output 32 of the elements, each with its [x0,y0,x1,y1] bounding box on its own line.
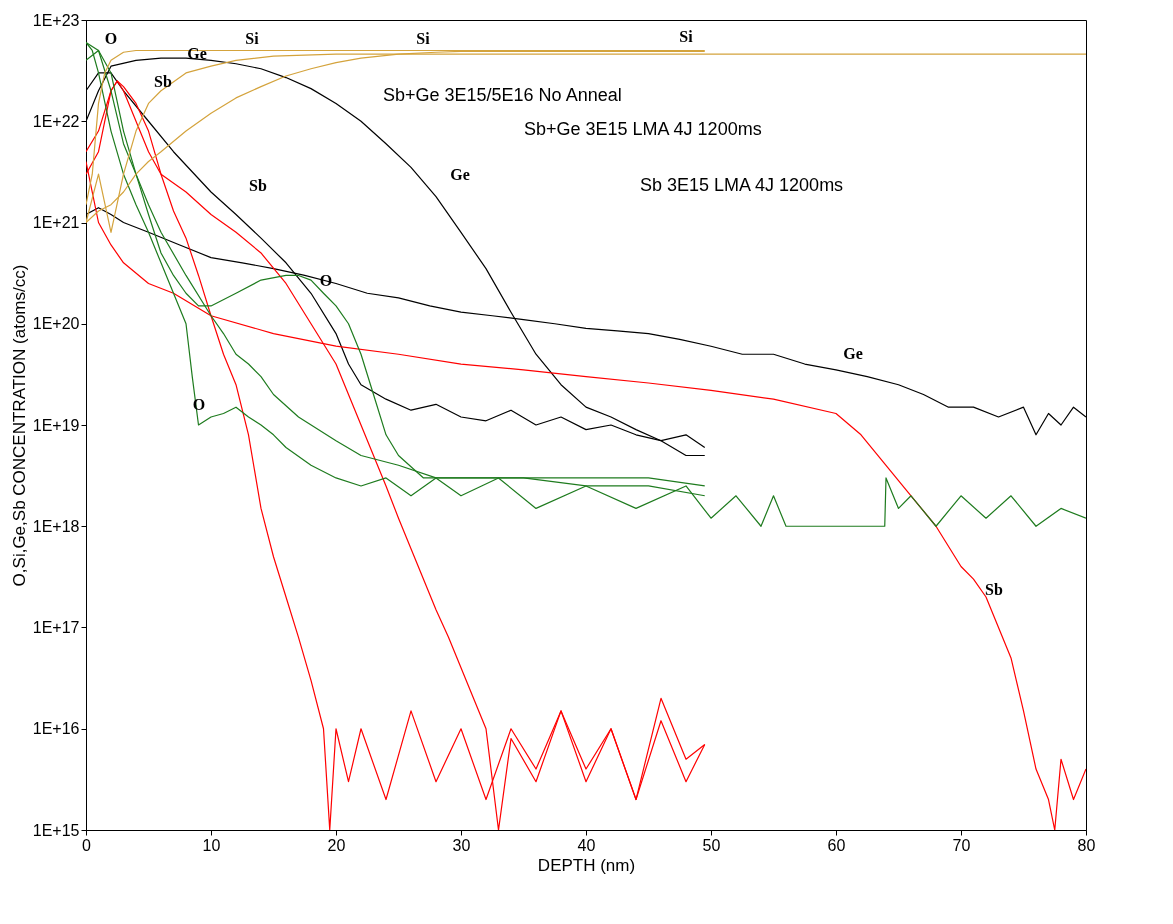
annotation: Sb+Ge 3E15/5E16 No Anneal [383,85,622,106]
y-tick-label: 1E+23 [32,11,80,29]
annotation: O [104,30,118,48]
x-tick-label: 30 [452,836,471,854]
x-tick-label: 80 [1077,836,1096,854]
annotation: Si [679,28,694,46]
annotation: Sb+Ge 3E15 LMA 4J 1200ms [524,119,762,140]
annotation: Sb [154,73,172,91]
y-tick-label: 1E+18 [32,517,80,535]
annotation: Si [416,30,431,48]
x-tick-label: 40 [577,836,596,854]
x-tick-label: 60 [827,836,846,854]
x-tick-label: 70 [952,836,971,854]
x-axis-title: DEPTH (nm) [537,855,636,875]
y-tick-label: 1E+16 [32,720,80,738]
y-tick-label: 1E+19 [32,416,80,434]
x-tick-label: 10 [202,836,221,854]
y-tick-label: 1E+20 [32,315,80,333]
x-tick-label: 50 [702,836,721,854]
annotation: Sb 3E15 LMA 4J 1200ms [640,175,844,196]
y-axis-title: O,Si,Ge,Sb CONCENTRATION (atoms/cc) [9,264,29,587]
y-tick-label: 1E+22 [32,112,80,130]
annotation: Sb [985,581,1003,599]
y-tick-label: 1E+17 [32,619,80,636]
y-tick-label: 1E+15 [32,821,80,839]
annotation: Si [245,30,260,48]
y-tick-label: 1E+21 [32,214,80,231]
annotation: Ge [450,165,470,183]
x-tick-label: 20 [327,836,346,854]
x-tick-label: 0 [82,836,92,854]
annotation: Sb [249,177,267,195]
annotation: Ge [843,344,863,362]
